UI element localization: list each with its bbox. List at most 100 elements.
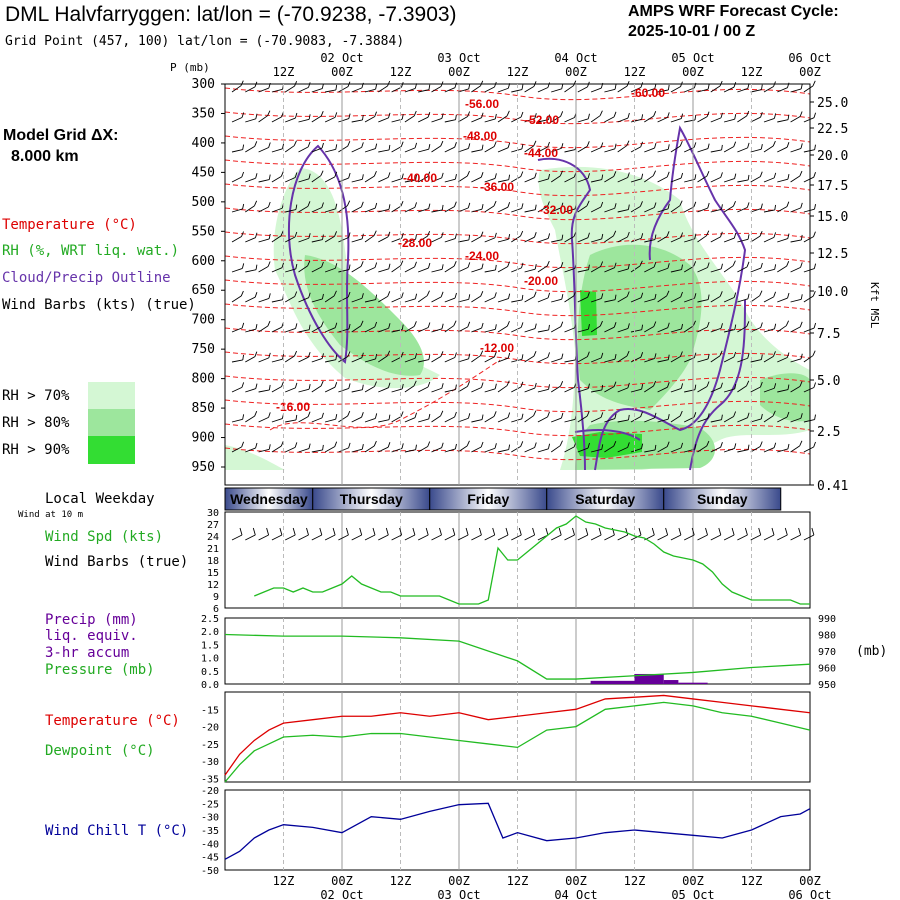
wind-barb: [803, 327, 815, 333]
wind-chill-tick-label: -25: [201, 799, 219, 810]
wind-barb-flag: [773, 291, 777, 297]
height-tick-label: 22.5: [817, 122, 848, 137]
surface-wind-barb-flag: [399, 527, 403, 536]
wind-barb: [324, 267, 336, 273]
wind-barb: [444, 238, 456, 243]
wind-barb: [630, 356, 642, 363]
pressure-tick-label: 550: [192, 224, 215, 239]
pressure-right-tick-label: 990: [818, 614, 836, 625]
wind-barb: [657, 89, 669, 93]
wind-barb: [404, 417, 416, 423]
wind-barb: [444, 119, 456, 123]
wind-barb: [351, 416, 362, 423]
dewpoint-label: Dewpoint (°C): [45, 743, 155, 759]
wind-barb: [657, 267, 669, 273]
wind-barb-flag: [360, 261, 364, 267]
wind-barb: [657, 327, 668, 333]
isotherm: [224, 135, 811, 149]
wind-barb-flag: [387, 291, 391, 297]
isotherm: [224, 423, 811, 437]
wind-barb-flag: [733, 411, 737, 417]
bottom-hour-label: 12Z: [741, 874, 763, 888]
wind-barb: [311, 449, 323, 453]
bottom-date-label: 02 Oct: [320, 888, 363, 900]
page-title: DML Halvfarryggen: lat/lon = (-70.9238, …: [5, 3, 457, 26]
wind-barb: [790, 385, 801, 393]
wind-barb-flag: [747, 353, 750, 359]
time-hour-label: 12Z: [390, 65, 412, 79]
wind-barb-flag: [772, 410, 776, 417]
time-date-label: 06 Oct: [788, 51, 831, 65]
surface-wind-barb: [284, 534, 296, 541]
wind-barb-flag: [334, 382, 338, 388]
wind-barb-flag: [521, 84, 524, 90]
height-tick-label: 10.0: [817, 285, 848, 300]
surface-wind-barb-flag: [572, 527, 575, 536]
wind-barb-flag: [548, 384, 550, 390]
wind-barb: [790, 417, 802, 423]
wind-barb-flag: [679, 140, 683, 147]
wind-barb: [777, 389, 789, 393]
wind-barb: [630, 86, 642, 93]
wind-barb-flag: [293, 140, 297, 146]
wind-tick-label: 18: [207, 556, 219, 567]
wind-barb: [564, 359, 576, 363]
wind-barb: [284, 355, 295, 363]
wind-barb: [418, 267, 429, 273]
wind-barb: [471, 446, 482, 453]
wind-barb-flag: [373, 170, 377, 177]
precip-tick-label: 2.0: [201, 627, 219, 638]
wind-barb: [311, 298, 323, 303]
wind-barb: [644, 88, 655, 93]
wind-barb-flag: [813, 441, 816, 448]
wind-barb-flag: [468, 83, 471, 90]
wind-barb-flag: [242, 354, 245, 360]
wind-barb: [537, 356, 549, 363]
wind-barb: [763, 86, 774, 93]
wind-barb: [524, 387, 536, 393]
wind-barb-flag: [360, 320, 364, 327]
wind-barb-flag: [641, 324, 644, 330]
surface-wind-barb-flag: [678, 527, 682, 536]
wind-barb: [657, 359, 669, 363]
wind-barb-flag: [428, 84, 431, 90]
surface-wind-barb-flag: [518, 527, 522, 536]
wind-barb: [564, 386, 575, 393]
wind-barb: [444, 178, 456, 183]
wind-barb-flag: [335, 354, 338, 360]
wind-barb-flag: [666, 441, 670, 447]
wind-barb-flag: [494, 173, 497, 179]
time-hour-label: 12Z: [624, 65, 646, 79]
wind-barb-flag: [520, 322, 524, 328]
wind-barb-flag: [480, 172, 484, 178]
rh-bin-70-swatch: [88, 382, 135, 409]
wind-barb: [737, 325, 748, 333]
wind-barb: [750, 208, 762, 213]
wind-barb: [484, 118, 496, 123]
wind-tick-label: 15: [207, 568, 219, 579]
wind-barb-flag: [466, 440, 470, 447]
wind-barb-flag: [813, 231, 816, 237]
temperature-contour-label: -28.00: [398, 236, 432, 250]
surface-wind-barb-flag: [638, 527, 642, 536]
wind-barb-flag: [534, 442, 537, 448]
wind-barb: [590, 147, 602, 153]
wind-barb: [245, 237, 256, 243]
wind-barb-flag: [787, 384, 790, 390]
wind-barb-flag: [773, 442, 777, 448]
wind-barb-flag: [694, 384, 697, 390]
wind-barb-flag: [667, 354, 670, 360]
wind-barb-flag: [254, 410, 258, 417]
wind-barb: [497, 385, 508, 393]
wind-barb-flag: [679, 410, 683, 417]
wind-barb-flag: [335, 414, 338, 420]
wind-barb: [790, 116, 801, 123]
dewpoint-line: [224, 701, 811, 783]
temperature-tick-label: -35: [201, 775, 219, 786]
wind-barb-flag: [627, 323, 630, 329]
wind-barb-flag: [241, 441, 245, 447]
wind-barb-flag: [268, 174, 271, 180]
wind-barb-flag: [441, 264, 444, 270]
wind-barb: [444, 297, 456, 303]
wind-barb-flag: [506, 380, 510, 386]
